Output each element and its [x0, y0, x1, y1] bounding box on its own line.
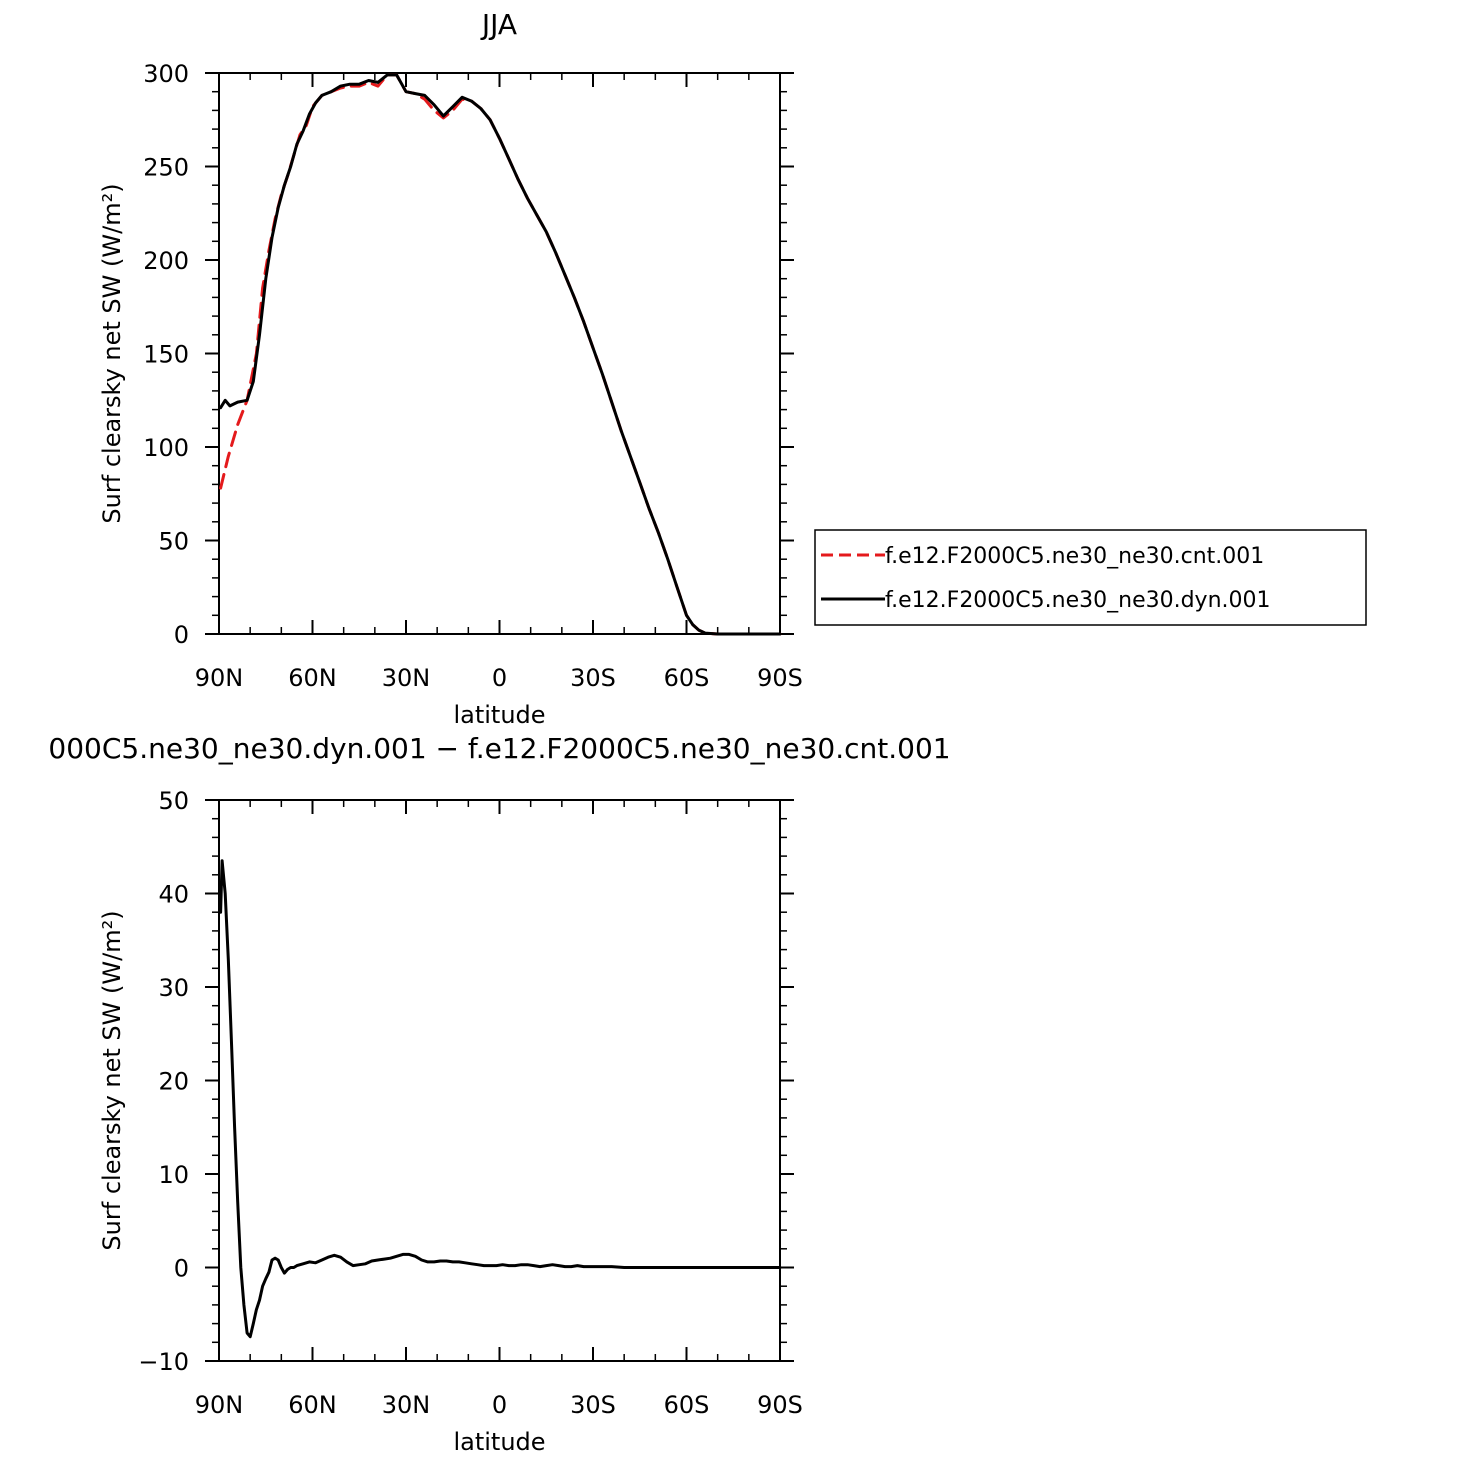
x-tick-label: 30N [382, 664, 431, 692]
legend: f.e12.F2000C5.ne30_ne30.cnt.001 f.e12.F20… [814, 529, 1367, 626]
x-tick-label: 60N [288, 664, 337, 692]
y-tick-label: 0 [174, 621, 189, 649]
y-tick-label: 0 [174, 1255, 189, 1283]
y-tick-label: −10 [138, 1348, 189, 1376]
x-tick-label: 0 [492, 1391, 507, 1419]
x-tick-label: 90S [757, 1391, 803, 1419]
plot-frame [218, 72, 781, 635]
y-tick-label: 100 [143, 434, 189, 462]
x-axis-label: latitude [453, 701, 545, 729]
y-tick-label: 30 [158, 974, 189, 1002]
y-tick-label: 200 [143, 247, 189, 275]
y-tick-label: 150 [143, 341, 189, 369]
x-tick-label: 60N [288, 1391, 337, 1419]
y-tick-label: 50 [158, 787, 189, 815]
series-line-0 [219, 73, 782, 636]
x-tick-label: 60S [664, 664, 710, 692]
legend-label-1: f.e12.F2000C5.ne30_ne30.dyn.001 [885, 588, 1271, 613]
x-tick-label: 30N [382, 1391, 431, 1419]
y-tick-label: 250 [143, 154, 189, 182]
bottom-panel: 000C5.ne30_ne30.dyn.001 − f.e12.F2000C5.… [48, 732, 950, 1456]
legend-label-0: f.e12.F2000C5.ne30_ne30.cnt.001 [885, 544, 1264, 569]
y-tick-label: 50 [158, 528, 189, 556]
y-tick-label: 40 [158, 881, 189, 909]
top-panel: JJA 90N 60N 30N 0 30S 60S 90S 0 50 100 150 200 250 300… [98, 8, 803, 729]
plot-frame [218, 799, 781, 1362]
legend-box [814, 529, 1367, 626]
y-axis-label: Surf clearsky net SW (W/m²) [98, 910, 126, 1250]
x-tick-label: 90S [757, 664, 803, 692]
x-tick-label: 90N [195, 1391, 244, 1419]
x-tick-label: 30S [570, 664, 616, 692]
series-line-1 [219, 73, 782, 636]
chart-title: JJA [480, 8, 517, 41]
x-axis-label: latitude [453, 1428, 545, 1456]
y-axis-label: Surf clearsky net SW (W/m²) [98, 183, 126, 523]
y-tick-label: 10 [158, 1161, 189, 1189]
x-tick-label: 30S [570, 1391, 616, 1419]
x-tick-label: 0 [492, 664, 507, 692]
series-line-0 [219, 859, 782, 1339]
x-tick-label: 90N [195, 664, 244, 692]
y-tick-label: 300 [143, 60, 189, 88]
chart-title: 000C5.ne30_ne30.dyn.001 − f.e12.F2000C5.… [48, 732, 950, 765]
x-tick-label: 60S [664, 1391, 710, 1419]
y-tick-label: 20 [158, 1068, 189, 1096]
